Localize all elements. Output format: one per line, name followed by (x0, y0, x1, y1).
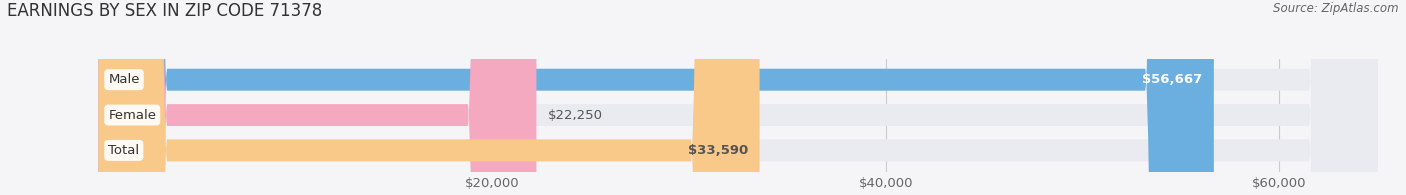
Text: $33,590: $33,590 (688, 144, 748, 157)
FancyBboxPatch shape (98, 0, 1213, 195)
Text: $56,667: $56,667 (1142, 73, 1202, 86)
Text: Source: ZipAtlas.com: Source: ZipAtlas.com (1274, 2, 1399, 15)
FancyBboxPatch shape (98, 0, 1378, 195)
FancyBboxPatch shape (98, 0, 1378, 195)
Text: Total: Total (108, 144, 139, 157)
Text: Male: Male (108, 73, 139, 86)
Text: $22,250: $22,250 (548, 109, 603, 121)
Text: EARNINGS BY SEX IN ZIP CODE 71378: EARNINGS BY SEX IN ZIP CODE 71378 (7, 2, 322, 20)
Text: Female: Female (108, 109, 156, 121)
FancyBboxPatch shape (98, 0, 536, 195)
FancyBboxPatch shape (98, 0, 1378, 195)
FancyBboxPatch shape (98, 0, 759, 195)
